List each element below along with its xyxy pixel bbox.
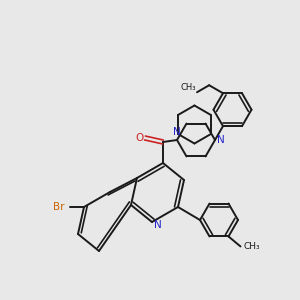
Text: N: N — [173, 127, 181, 137]
Text: Br: Br — [53, 202, 65, 212]
Text: O: O — [136, 133, 144, 143]
Text: CH₃: CH₃ — [180, 83, 196, 92]
Text: N: N — [154, 220, 162, 230]
Text: N: N — [217, 135, 225, 145]
Text: CH₃: CH₃ — [243, 242, 260, 251]
